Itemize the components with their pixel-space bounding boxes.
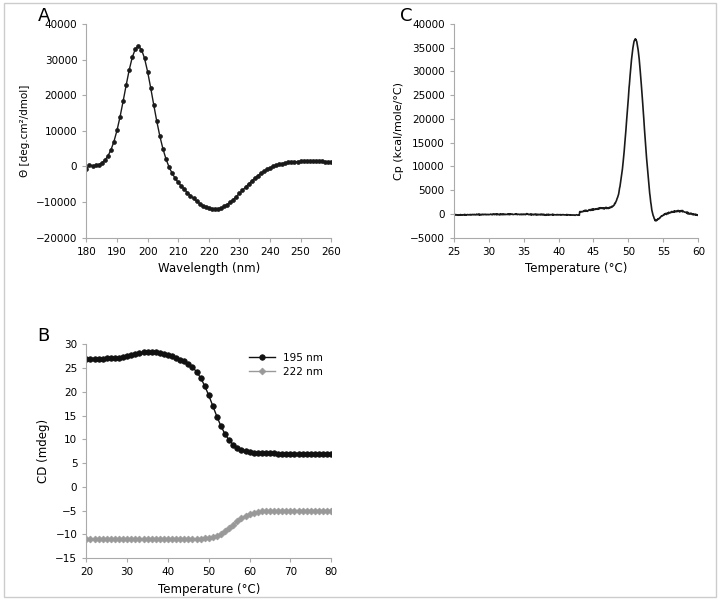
222 nm <box>327 507 336 514</box>
Line: 222 nm: 222 nm <box>84 508 333 541</box>
Text: C: C <box>400 7 413 25</box>
Line: 195 nm: 195 nm <box>84 349 334 457</box>
222 nm <box>294 507 303 514</box>
222 nm <box>212 532 221 539</box>
222 nm <box>139 535 148 542</box>
X-axis label: Temperature (°C): Temperature (°C) <box>525 262 627 275</box>
222 nm <box>229 521 238 529</box>
195 nm <box>298 450 307 457</box>
X-axis label: Temperature (°C): Temperature (°C) <box>158 583 260 596</box>
195 nm <box>148 348 156 355</box>
Y-axis label: Cp (kcal/mole/°C): Cp (kcal/mole/°C) <box>394 82 404 180</box>
195 nm <box>82 355 91 362</box>
X-axis label: Wavelength (nm): Wavelength (nm) <box>158 262 260 275</box>
Text: A: A <box>37 7 50 25</box>
222 nm <box>131 535 140 542</box>
Y-axis label: Θ [deg.cm²/dmol]: Θ [deg.cm²/dmol] <box>20 85 30 177</box>
195 nm <box>217 423 225 430</box>
195 nm <box>233 444 242 451</box>
195 nm <box>172 354 181 361</box>
195 nm <box>139 349 148 356</box>
Y-axis label: CD (mdeg): CD (mdeg) <box>37 419 50 483</box>
Text: B: B <box>37 328 50 346</box>
Legend: 195 nm, 222 nm: 195 nm, 222 nm <box>246 350 326 380</box>
222 nm <box>82 535 91 542</box>
195 nm <box>327 450 336 457</box>
195 nm <box>131 351 140 358</box>
222 nm <box>168 535 176 542</box>
